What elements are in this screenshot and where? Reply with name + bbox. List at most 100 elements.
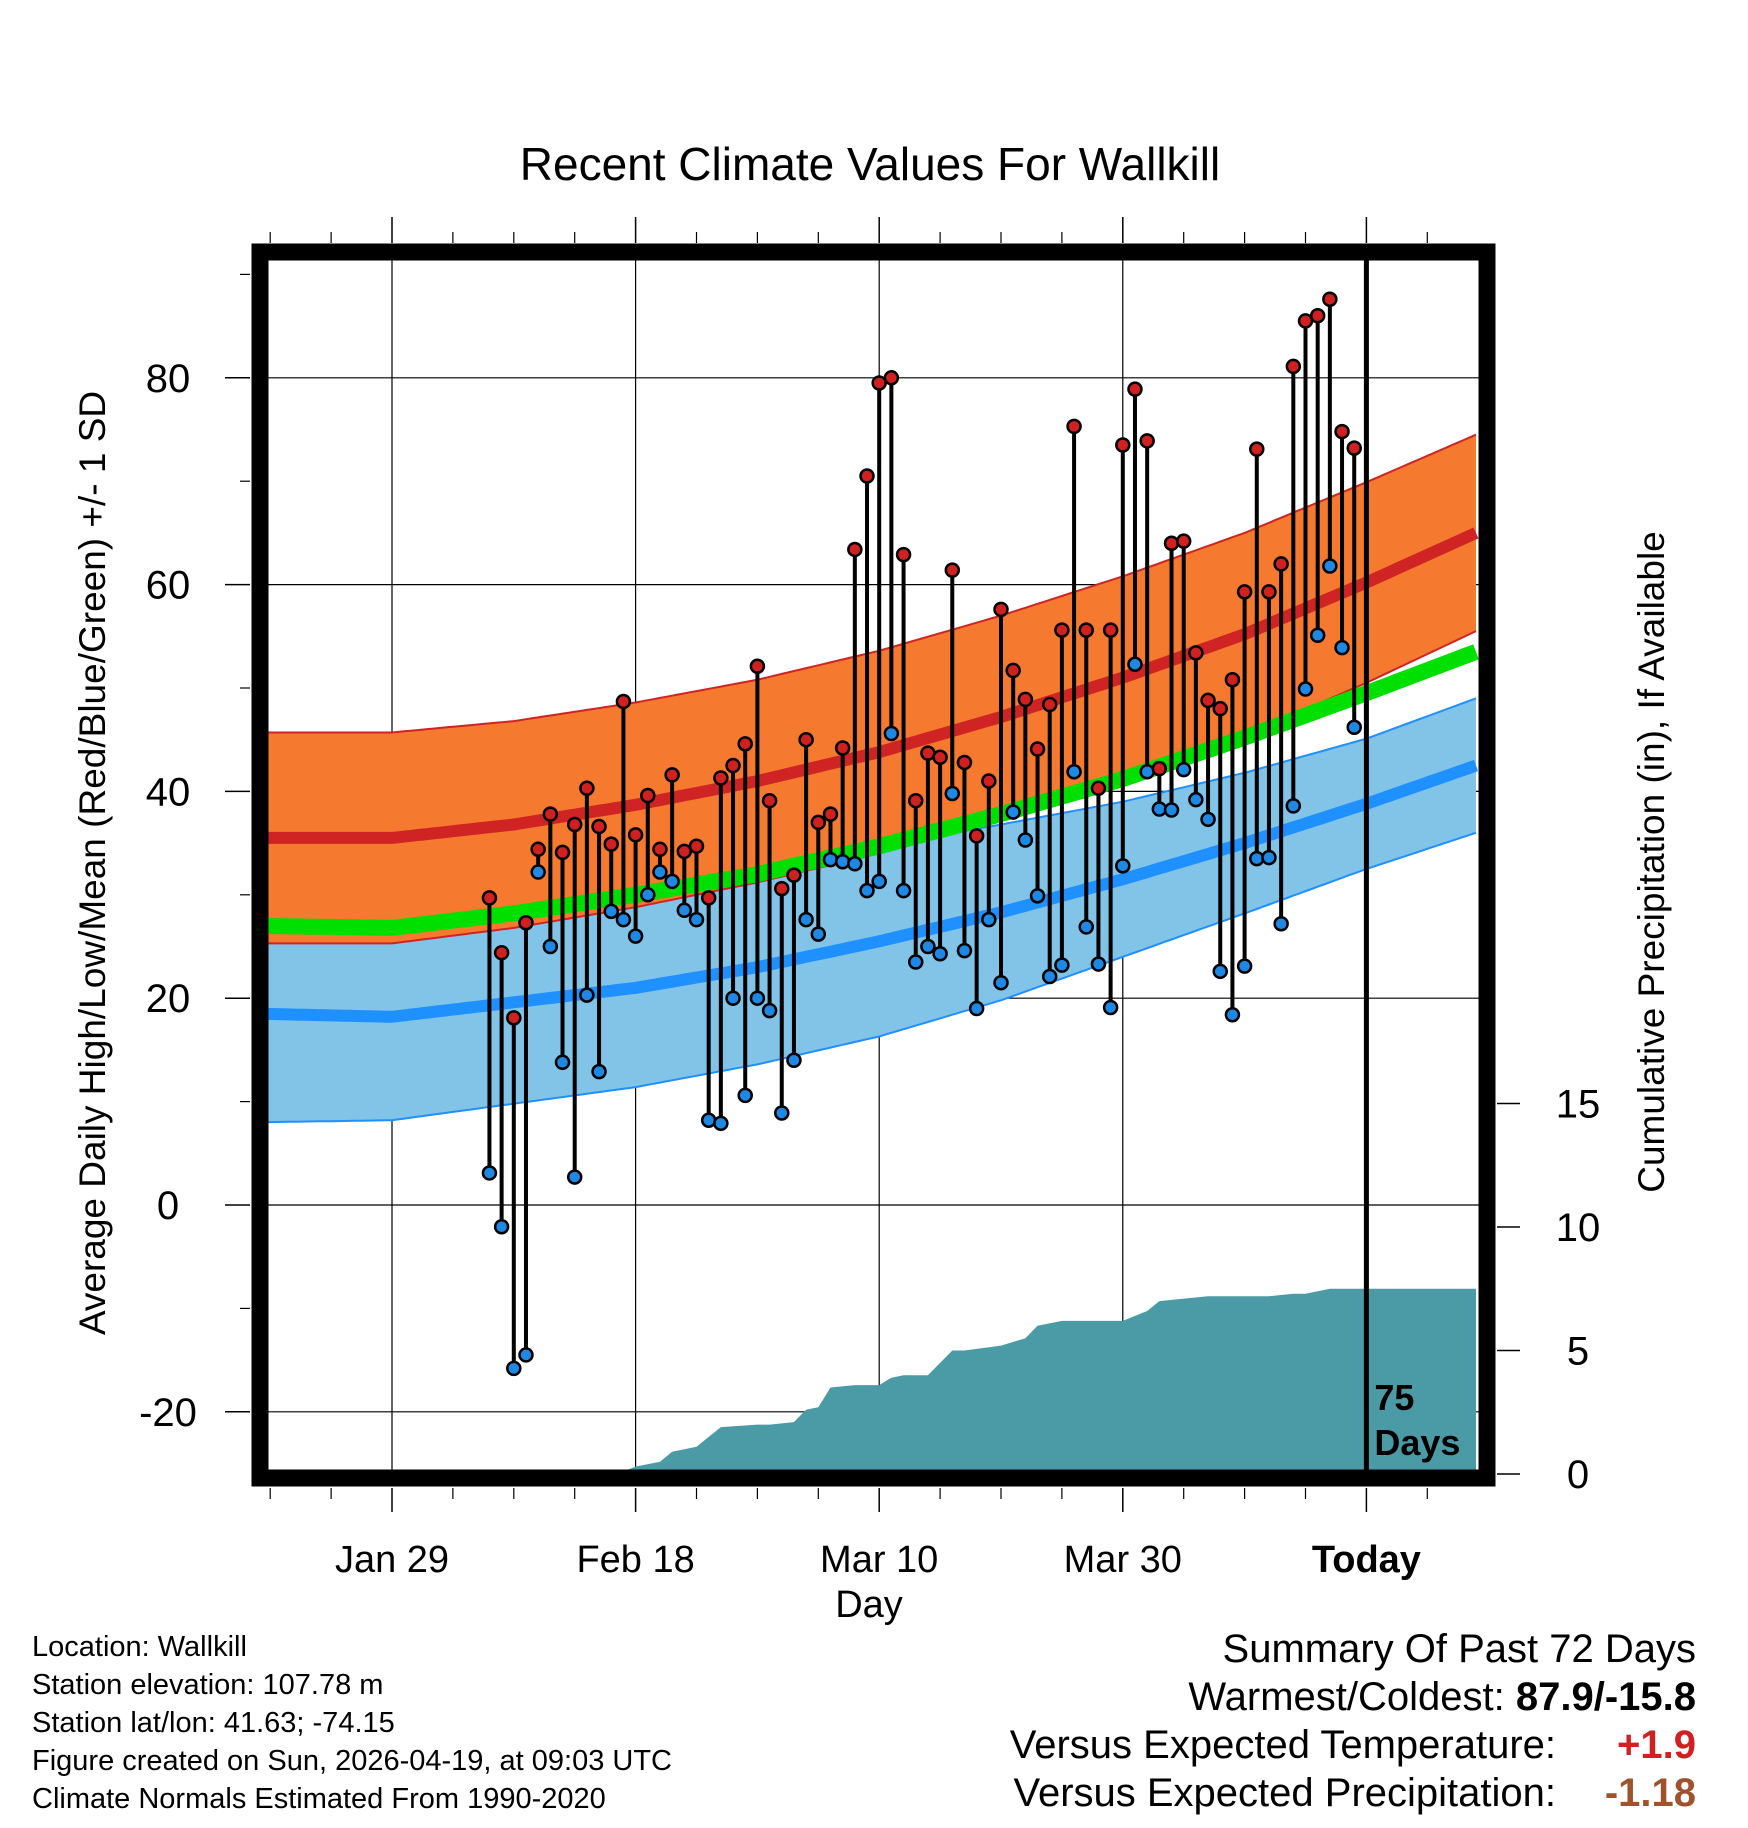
daily-high-point: [749, 658, 766, 675]
daily-high-point: [786, 867, 802, 883]
daily-low-point: [761, 1002, 778, 1019]
daily-high-point: [530, 841, 546, 858]
daily-low-point: [1334, 639, 1350, 656]
y2-tick-label: 5: [1567, 1330, 1589, 1374]
daily-low-point: [1175, 761, 1192, 778]
daily-high-point: [1200, 692, 1216, 709]
daily-low-point: [1115, 858, 1131, 874]
low-band-lower-edge: [260, 831, 1477, 1124]
daily-low-point: [566, 1169, 583, 1185]
daily-low-point: [1054, 957, 1070, 973]
daily-low-point: [956, 942, 973, 959]
daily-high-point: [1151, 760, 1168, 777]
daily-high-point: [493, 944, 510, 961]
daily-high-point: [1236, 584, 1253, 600]
daily-low-point: [1102, 999, 1119, 1016]
daily-low-point: [1346, 719, 1362, 736]
daily-low-point: [1224, 1006, 1241, 1023]
daily-high-point: [1017, 691, 1034, 708]
daily-low-point: [725, 990, 741, 1006]
daily-high-point: [1261, 584, 1277, 600]
daily-low-point: [1285, 798, 1302, 814]
daily-low-point: [542, 938, 559, 955]
daily-low-point: [530, 864, 546, 880]
daily-low-point: [1188, 791, 1204, 808]
created-text: Figure created on Sun, 2026-04-19, at 09…: [32, 1745, 672, 1777]
plot-frame: [251, 243, 1496, 1487]
daily-low-point: [688, 911, 705, 928]
daily-high-point: [591, 818, 607, 835]
daily-low-point: [1029, 888, 1046, 904]
y2-axis-label: Cumulative Precipitation (in), If Availa…: [1631, 531, 1672, 1193]
daily-high-point: [834, 740, 851, 756]
daily-low-point: [871, 873, 887, 890]
daily-low-point: [883, 725, 900, 742]
daily-high-point: [859, 468, 875, 484]
daily-low-point: [1017, 832, 1034, 848]
y-tick-label: -20: [139, 1391, 197, 1435]
daily-high-point: [932, 749, 948, 766]
daily-high-point: [993, 601, 1009, 618]
daily-high-point: [981, 773, 997, 789]
daily-low-point: [1127, 656, 1143, 672]
daily-low-point: [481, 1165, 498, 1181]
daily-high-point: [1175, 533, 1192, 549]
daily-low-point: [1005, 804, 1021, 820]
cumulative-precip-area: [260, 1288, 1476, 1474]
daily-low-point: [652, 864, 668, 880]
daily-high-point: [1066, 418, 1082, 435]
x-axis-label: Day: [835, 1584, 903, 1626]
elevation-text: Station elevation: 107.78 m: [32, 1669, 384, 1701]
daily-low-point: [1309, 627, 1326, 644]
daily-high-point: [1273, 556, 1289, 572]
daily-low-point: [591, 1063, 607, 1080]
station-info: Location: Wallkill Station elevation: 10…: [32, 1628, 672, 1818]
daily-high-point: [907, 792, 924, 809]
daily-high-point: [774, 880, 790, 897]
daily-high-point: [1285, 358, 1302, 375]
daily-low-point: [968, 1000, 985, 1017]
daily-low-point: [1322, 558, 1338, 574]
daily-high-point: [652, 841, 668, 858]
chart-title: Recent Climate Values For Wallkill: [520, 138, 1220, 190]
daily-high-point: [725, 757, 741, 774]
daily-low-point: [981, 911, 997, 928]
daily-low-point: [554, 1054, 571, 1071]
temp-value: +1.9: [1617, 1723, 1696, 1767]
daily-low-point: [640, 887, 656, 903]
location-text: Location: Wallkill: [32, 1631, 247, 1663]
daily-high-point: [542, 806, 559, 822]
daily-high-point: [944, 562, 961, 578]
daily-high-point: [883, 370, 900, 386]
daily-low-point: [493, 1218, 510, 1235]
daily-high-point: [554, 844, 571, 861]
daily-high-point: [518, 914, 534, 931]
daily-high-point: [1078, 622, 1095, 638]
daily-high-point: [1139, 433, 1155, 449]
daily-high-point: [1249, 441, 1265, 457]
precip-value: -1.18: [1604, 1771, 1696, 1815]
daily-low-point: [907, 954, 924, 970]
days-count-label: 75: [1374, 1377, 1414, 1418]
daily-low-point: [944, 785, 961, 802]
x-tick-label: Feb 18: [576, 1539, 694, 1581]
daily-high-point: [700, 890, 717, 906]
daily-low-point: [1163, 802, 1180, 818]
daily-low-point: [1078, 919, 1095, 935]
daily-high-point: [798, 731, 814, 748]
daily-high-point: [968, 828, 985, 844]
daily-high-point: [1212, 700, 1228, 717]
daily-high-point: [1334, 423, 1350, 440]
daily-high-point: [1115, 437, 1131, 453]
daily-low-point: [786, 1052, 802, 1068]
daily-low-point: [664, 873, 680, 890]
daily-low-point: [1090, 956, 1107, 972]
daily-high-point: [627, 827, 644, 843]
temp-label: Versus Expected Temperature:: [1009, 1723, 1556, 1767]
daily-high-point: [737, 736, 753, 752]
daily-low-point: [1139, 764, 1155, 780]
daily-high-point: [579, 780, 595, 797]
daily-high-point: [1102, 622, 1119, 638]
daily-low-point: [810, 926, 827, 942]
daily-high-point: [1029, 741, 1046, 757]
